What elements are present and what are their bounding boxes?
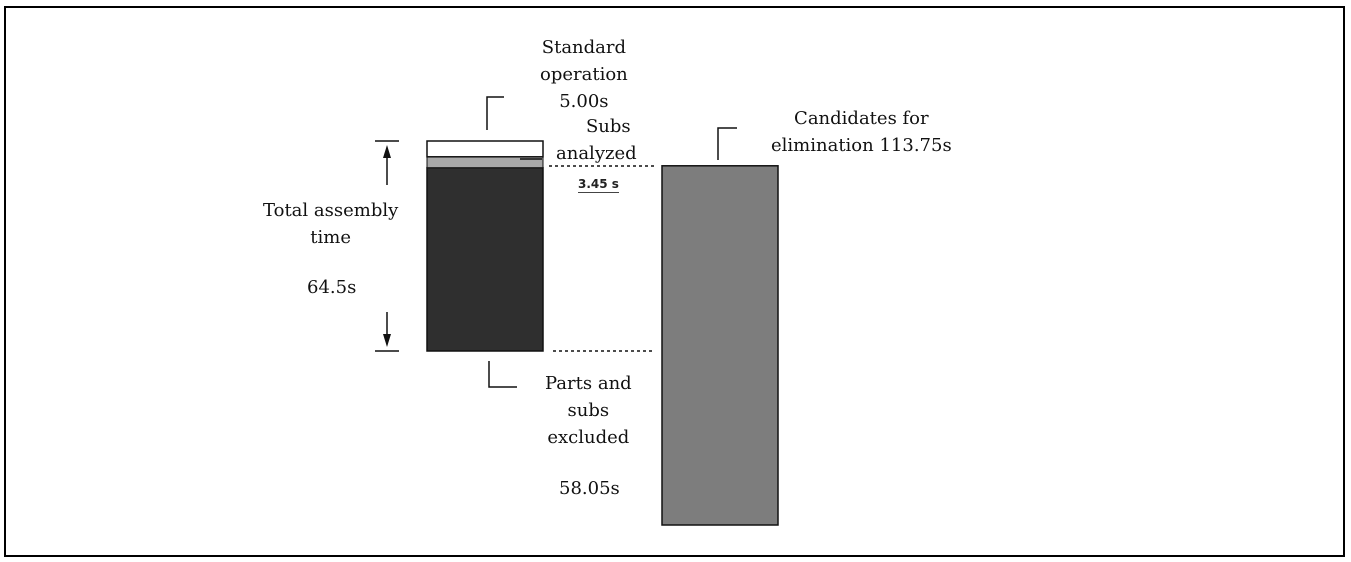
candidates-leader <box>717 127 737 160</box>
standard-operation-leader <box>486 96 504 130</box>
standard-operation-label: Standard operation 5.00s <box>540 37 628 112</box>
bar-standard-operation <box>426 140 544 158</box>
parts-excluded-value: 58.05s <box>559 478 620 499</box>
subs-analyzed-label: Subs analyzed <box>556 116 637 164</box>
parts-excluded-leader <box>488 361 517 388</box>
total-assembly-time-label: Total assembly time <box>263 200 399 248</box>
total-dimension-arrow <box>375 140 399 352</box>
bar-parts-excluded <box>426 166 544 352</box>
subs-analyzed-value: 3.45 s <box>578 177 619 193</box>
parts-excluded-label: Parts and subs excluded <box>545 373 632 448</box>
bar-candidates-for-elimination <box>661 165 779 526</box>
candidates-label: Candidates for elimination 113.75s <box>771 108 952 156</box>
total-assembly-time-value: 64.5s <box>307 277 357 298</box>
